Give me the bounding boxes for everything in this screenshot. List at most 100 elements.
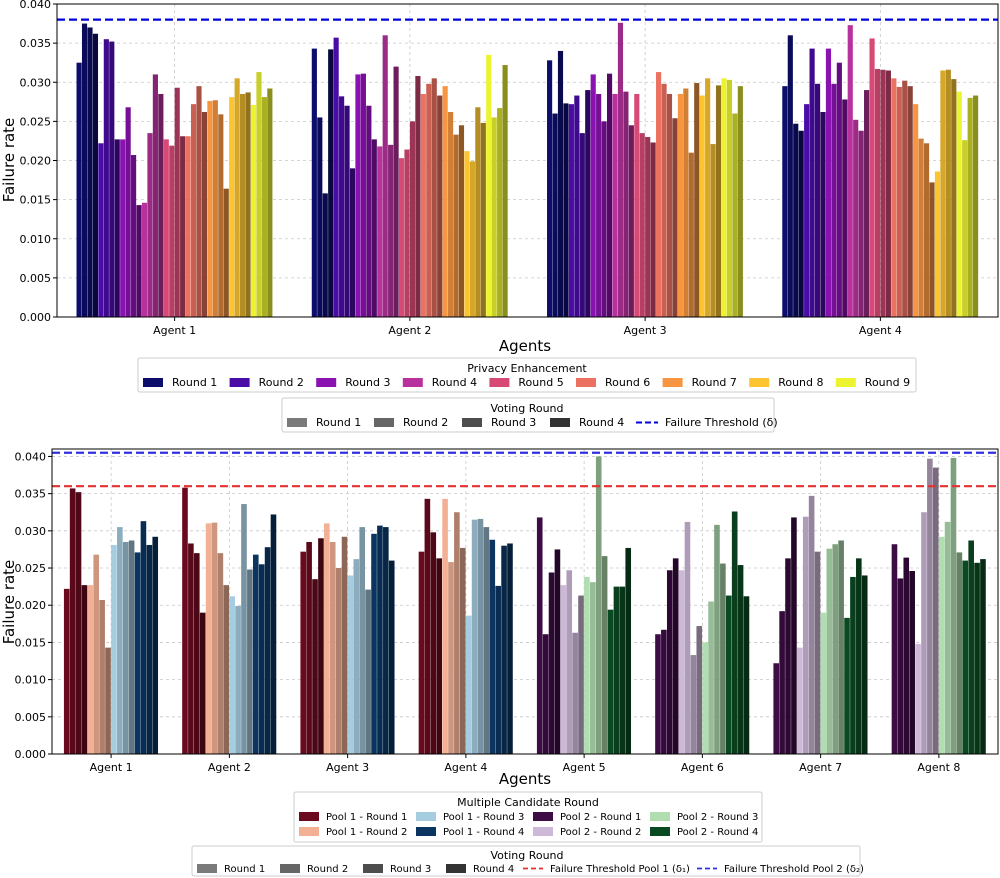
bottom-bar bbox=[820, 612, 827, 754]
top-bar bbox=[787, 35, 793, 318]
top-bar bbox=[612, 93, 618, 318]
top-bar bbox=[76, 62, 82, 317]
bottom-bar bbox=[808, 495, 815, 754]
top-bar bbox=[782, 86, 788, 317]
voting-legend-label: Failure Threshold (δ) bbox=[665, 416, 778, 429]
bottom-bar bbox=[968, 540, 974, 754]
bottom-bar bbox=[720, 563, 726, 754]
top-bar bbox=[973, 95, 979, 317]
bottom-bar bbox=[122, 541, 129, 754]
top-bar bbox=[552, 113, 558, 317]
bottom-bar bbox=[252, 554, 259, 754]
bottom-y-axis-label: Failure rate bbox=[0, 560, 18, 645]
top-bar bbox=[409, 121, 416, 318]
top-bar bbox=[547, 60, 553, 318]
top-bar bbox=[180, 136, 186, 317]
top-bar bbox=[869, 38, 875, 318]
bottom-voting-legend-swatch bbox=[363, 864, 383, 873]
top-bar bbox=[349, 168, 356, 317]
bottom-bar bbox=[921, 512, 927, 754]
top-bar bbox=[885, 70, 891, 317]
bottom-bar bbox=[75, 492, 82, 754]
bottom-bar bbox=[117, 527, 123, 754]
bottom-bar bbox=[477, 518, 484, 754]
top-bar bbox=[218, 114, 224, 317]
top-bar bbox=[98, 143, 104, 317]
bottom-bar bbox=[152, 536, 159, 754]
candidate-legend-label: Pool 2 - Round 4 bbox=[677, 827, 758, 838]
bottom-bar bbox=[235, 605, 241, 754]
bottom-bar bbox=[850, 576, 856, 754]
top-bar bbox=[710, 144, 716, 317]
top-bar bbox=[694, 83, 700, 317]
top-bar bbox=[366, 105, 372, 317]
top-bar bbox=[793, 123, 799, 317]
top-y-tick-label: 0.010 bbox=[20, 233, 52, 246]
top-bar bbox=[103, 39, 109, 318]
bottom-bar bbox=[661, 629, 667, 754]
top-bar bbox=[907, 86, 913, 317]
top-bar bbox=[585, 90, 591, 317]
top-bar bbox=[415, 75, 421, 318]
voting-legend-swatch bbox=[374, 418, 394, 427]
bottom-bar bbox=[442, 498, 448, 754]
top-y-tick-label: 0.020 bbox=[20, 155, 52, 168]
top-bar bbox=[502, 65, 508, 317]
top-x-tick-label: Agent 3 bbox=[624, 324, 667, 337]
top-bar bbox=[212, 100, 218, 317]
bottom-bar bbox=[465, 615, 472, 754]
top-y-tick-label: 0.015 bbox=[20, 194, 52, 207]
top-bar bbox=[677, 93, 683, 318]
top-bar bbox=[201, 111, 208, 317]
top-bar bbox=[891, 78, 897, 317]
top-bar bbox=[333, 37, 339, 318]
top-bar bbox=[836, 62, 842, 317]
top-bar bbox=[377, 146, 383, 317]
bottom-bar bbox=[578, 595, 584, 754]
voting-legend-label: Round 1 bbox=[316, 416, 361, 429]
bottom-x-axis-label: Agents bbox=[499, 770, 551, 788]
bottom-bar bbox=[625, 547, 632, 754]
bottom-y-tick-label: 0.000 bbox=[15, 748, 47, 761]
bottom-bar bbox=[217, 553, 224, 754]
bottom-bar bbox=[69, 488, 76, 754]
bottom-voting-legend-label: Failure Threshold Pool 2 (δ₂) bbox=[724, 864, 864, 875]
top-bar bbox=[469, 161, 475, 317]
bottom-chart: Failure rate Agents 0.000 0.005 0.010 0.015… bbox=[0, 448, 999, 788]
bottom-bar bbox=[678, 570, 685, 754]
top-y-tick-label: 0.040 bbox=[20, 0, 52, 11]
bottom-bar bbox=[832, 544, 839, 754]
bottom-y-tick-label: 0.010 bbox=[15, 674, 47, 687]
top-bar bbox=[92, 33, 99, 318]
bottom-bar bbox=[791, 517, 797, 754]
bottom-voting-legend-swatch bbox=[446, 864, 466, 873]
top-bar bbox=[420, 93, 426, 318]
bottom-bar bbox=[205, 523, 212, 754]
bottom-y-tick-label: 0.035 bbox=[15, 488, 47, 501]
top-bar bbox=[650, 142, 656, 317]
bottom-bar bbox=[501, 545, 507, 754]
top-y-axis-label: Failure rate bbox=[0, 118, 18, 203]
candidate-legend-swatch bbox=[650, 827, 670, 836]
bottom-bar bbox=[128, 540, 135, 754]
bottom-bar bbox=[430, 532, 437, 754]
bottom-bar bbox=[312, 579, 318, 754]
top-bar bbox=[437, 95, 443, 317]
bottom-bar bbox=[507, 543, 513, 754]
bottom-bar bbox=[134, 552, 141, 754]
bottom-x-tick-label: Agent 3 bbox=[326, 761, 369, 774]
bottom-x-tick-label: Agent 8 bbox=[917, 761, 960, 774]
bottom-bar bbox=[802, 516, 809, 754]
bottom-bar bbox=[702, 642, 708, 754]
voting-legend-swatch bbox=[550, 418, 570, 427]
bottom-y-tick-label: 0.005 bbox=[15, 711, 47, 724]
top-y-tick-label: 0.005 bbox=[20, 272, 52, 285]
top-bar bbox=[732, 113, 738, 317]
bottom-bar bbox=[950, 457, 957, 754]
bottom-bar bbox=[619, 586, 626, 754]
top-bar bbox=[853, 119, 859, 317]
bottom-bar bbox=[371, 533, 377, 754]
privacy-legend-label: Round 7 bbox=[692, 376, 737, 389]
bottom-bar bbox=[146, 544, 153, 754]
voting-legend-swatch bbox=[462, 418, 482, 427]
